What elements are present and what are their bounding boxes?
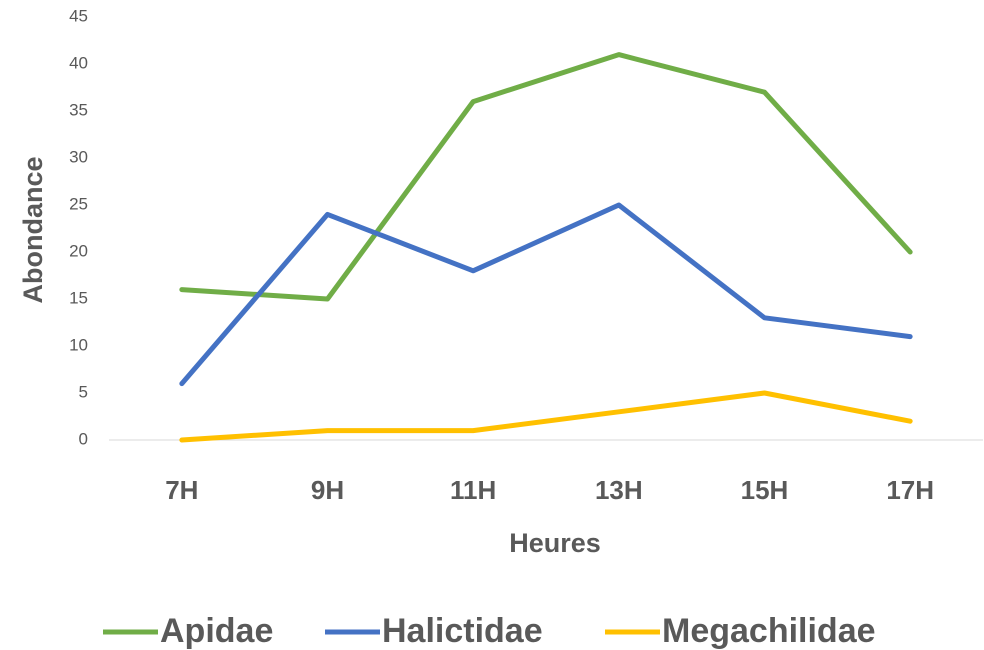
y-tick-label: 0 (79, 429, 88, 448)
x-tick-label: 11H (450, 475, 496, 505)
legend-label: Halictidae (382, 612, 543, 650)
y-tick-label: 35 (69, 100, 88, 119)
y-tick-label: 45 (69, 6, 88, 25)
y-tick-label: 5 (79, 382, 88, 401)
y-tick-label: 40 (69, 53, 88, 72)
x-axis-title: Heures (509, 528, 601, 558)
x-tick-label: 17H (886, 475, 934, 505)
y-tick-label: 15 (69, 288, 88, 307)
y-tick-label: 25 (69, 194, 88, 213)
y-tick-label: 10 (69, 335, 88, 354)
y-axis-title: Abondance (18, 156, 48, 303)
x-tick-label: 7H (165, 475, 198, 505)
series-line (179, 52, 913, 302)
legend-label: Apidae (160, 612, 273, 650)
series-line (179, 202, 913, 387)
legend-label: Megachilidae (662, 612, 876, 650)
x-tick-label: 15H (741, 475, 789, 505)
y-tick-label: 30 (69, 147, 88, 166)
y-tick-label: 20 (69, 241, 88, 260)
series-line (179, 390, 913, 443)
x-tick-label: 9H (311, 475, 344, 505)
x-tick-label: 13H (595, 475, 643, 505)
